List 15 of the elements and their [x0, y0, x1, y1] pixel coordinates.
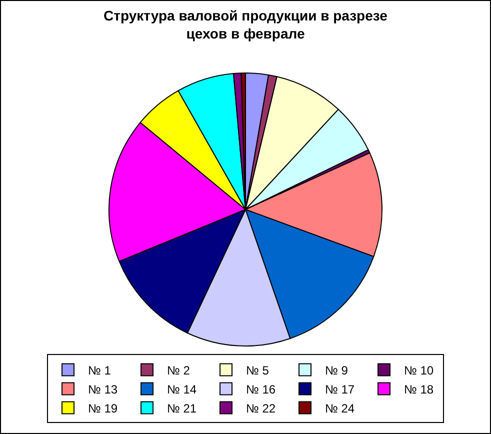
- legend-label: № 19: [88, 401, 118, 416]
- legend-label: № 17: [325, 382, 355, 396]
- legend-label: № 9: [325, 363, 348, 378]
- chart-title: Структура валовой продукции в разрезе цехов в феврале: [104, 7, 388, 42]
- legend-label: № 1: [88, 363, 112, 378]
- legend-label: № 13: [88, 382, 118, 396]
- legend-label: № 2: [167, 363, 190, 378]
- legend-label: № 18: [404, 382, 434, 396]
- legend-label: № 24: [325, 401, 355, 416]
- legend-label: № 10: [404, 363, 434, 378]
- legend-label: № 22: [246, 401, 276, 416]
- legend-label: № 21: [167, 401, 197, 416]
- legend-label: № 14: [167, 382, 197, 396]
- legend-label: № 16: [246, 382, 276, 396]
- legend-label: № 5: [246, 363, 270, 378]
